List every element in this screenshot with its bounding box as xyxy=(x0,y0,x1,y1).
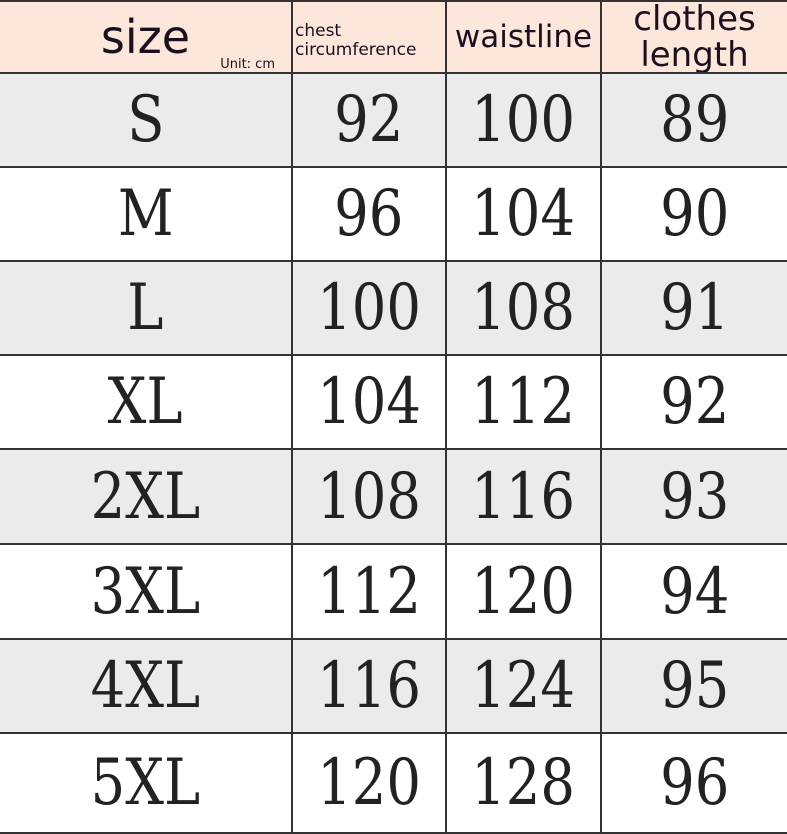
cell-size: 4XL xyxy=(0,640,293,732)
length-value: 89 xyxy=(659,83,730,157)
length-value: 96 xyxy=(659,746,730,820)
length-value: 93 xyxy=(659,459,730,534)
cell-waist: 104 xyxy=(447,168,602,260)
table-row: 3XL 112 120 94 xyxy=(0,545,787,640)
header-length: clothes length xyxy=(633,2,756,72)
waist-value: 120 xyxy=(471,554,576,629)
chest-value: 120 xyxy=(317,746,421,820)
unit-label: Unit: cm xyxy=(220,57,275,72)
cell-length: 94 xyxy=(602,545,787,638)
size-value: 2XL xyxy=(90,459,201,534)
cell-waist: 112 xyxy=(447,356,602,448)
length-value: 92 xyxy=(659,365,730,439)
table-row: 5XL 120 128 96 xyxy=(0,734,787,834)
cell-chest: 120 xyxy=(293,734,447,832)
cell-waist: 108 xyxy=(447,262,602,354)
header-chest: chest circumference xyxy=(293,2,447,72)
table-row: 4XL 116 124 95 xyxy=(0,640,787,734)
size-value: L xyxy=(127,271,164,345)
cell-length: 90 xyxy=(602,168,787,260)
cell-size: 3XL xyxy=(0,545,293,638)
cell-length: 92 xyxy=(602,356,787,448)
chest-value: 116 xyxy=(317,649,421,723)
table-row: S 92 100 89 xyxy=(0,74,787,168)
cell-waist: 124 xyxy=(447,640,602,732)
cell-chest: 104 xyxy=(293,356,447,448)
cell-waist: 116 xyxy=(447,450,602,543)
size-value: 5XL xyxy=(90,746,201,820)
cell-size: XL xyxy=(0,356,293,448)
cell-chest: 92 xyxy=(293,74,447,166)
table-row: M 96 104 90 xyxy=(0,168,787,262)
chest-value: 112 xyxy=(317,554,421,629)
waist-value: 104 xyxy=(471,177,576,251)
cell-length: 93 xyxy=(602,450,787,543)
chest-value: 96 xyxy=(334,177,404,251)
table-row: XL 104 112 92 xyxy=(0,356,787,450)
chest-value: 108 xyxy=(317,459,421,534)
waist-value: 128 xyxy=(471,746,576,820)
length-value: 90 xyxy=(659,177,730,251)
waist-value: 116 xyxy=(471,459,576,534)
length-value: 91 xyxy=(659,271,730,345)
chest-value: 100 xyxy=(317,271,421,345)
size-heading: size xyxy=(100,10,191,64)
size-value: XL xyxy=(108,365,183,439)
cell-chest: 116 xyxy=(293,640,447,732)
cell-chest: 96 xyxy=(293,168,447,260)
cell-waist: 128 xyxy=(447,734,602,832)
size-value: 4XL xyxy=(90,649,201,723)
cell-length: 89 xyxy=(602,74,787,166)
size-value: 3XL xyxy=(90,554,201,629)
cell-waist: 100 xyxy=(447,74,602,166)
waist-value: 100 xyxy=(471,83,576,157)
cell-size: 5XL xyxy=(0,734,293,832)
chest-value: 92 xyxy=(334,83,404,157)
cell-chest: 100 xyxy=(293,262,447,354)
header-waist: waistline xyxy=(447,2,602,72)
cell-length: 96 xyxy=(602,734,787,832)
cell-size: S xyxy=(0,74,293,166)
waist-value: 124 xyxy=(471,649,576,723)
cell-chest: 112 xyxy=(293,545,447,638)
size-value: S xyxy=(126,83,165,157)
length-value: 94 xyxy=(659,554,730,629)
length-value: 95 xyxy=(659,649,730,723)
cell-length: 91 xyxy=(602,262,787,354)
header-size: size Unit: cm xyxy=(0,2,293,72)
cell-size: M xyxy=(0,168,293,260)
chest-value: 104 xyxy=(317,365,421,439)
table-row: 2XL 108 116 93 xyxy=(0,450,787,545)
header-row: size Unit: cm chest circumference waistl… xyxy=(0,0,787,74)
waist-value: 108 xyxy=(471,271,576,345)
table-row: L 100 108 91 xyxy=(0,262,787,356)
waist-value: 112 xyxy=(471,365,576,439)
cell-chest: 108 xyxy=(293,450,447,543)
cell-size: L xyxy=(0,262,293,354)
cell-length: 95 xyxy=(602,640,787,732)
cell-size: 2XL xyxy=(0,450,293,543)
size-value: M xyxy=(117,177,174,251)
cell-waist: 120 xyxy=(447,545,602,638)
